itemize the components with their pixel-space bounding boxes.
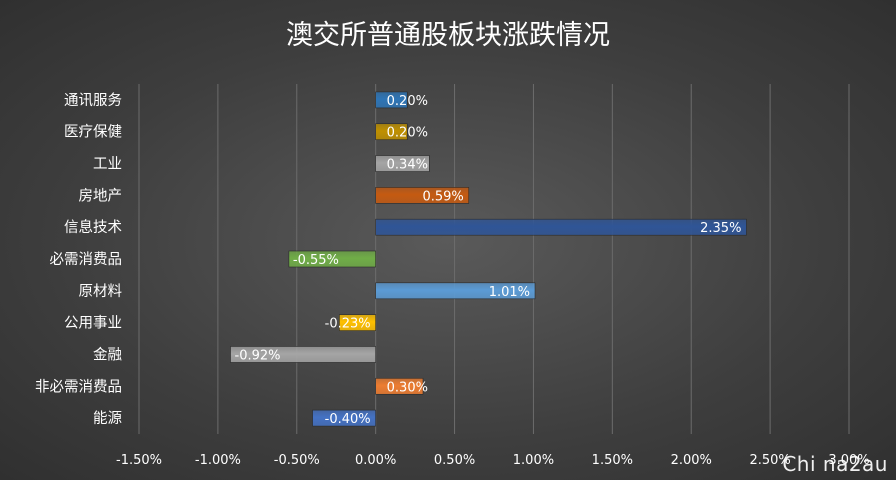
category-label: 必需消费品 (50, 251, 123, 268)
bar (375, 282, 536, 300)
bar (230, 346, 376, 363)
bar (375, 91, 408, 109)
category-label: 能源 (93, 410, 122, 427)
bar (375, 218, 747, 236)
x-tick-label: 1.00% (513, 453, 554, 468)
watermark-text: Chi na2au (782, 452, 888, 476)
bar (375, 155, 430, 172)
data-label: 0.20% (387, 94, 428, 109)
data-label: 2.35% (700, 221, 741, 236)
chart-title: 澳交所普通股板块涨跌情况 (286, 20, 610, 51)
data-label: 0.30% (387, 380, 428, 395)
category-label: 公用事业 (64, 315, 122, 332)
data-label: 0.20% (387, 126, 428, 141)
bar (375, 377, 424, 395)
x-tick-label: -1.00% (195, 453, 241, 468)
category-label: 原材料 (79, 283, 123, 300)
x-tick-label: 3.00% (828, 453, 869, 468)
bar (375, 187, 470, 204)
x-tick-label: 1.50% (592, 453, 633, 468)
category-label: 房地产 (79, 187, 123, 204)
data-label: -0.92% (235, 348, 281, 363)
data-label: 1.01% (489, 285, 530, 300)
category-label: 通讯服务 (64, 92, 122, 109)
category-label: 非必需消费品 (35, 378, 122, 395)
data-labels: 0.20% 0.20% 0.34% 0.59% 2.35% -0.55% 1.01% -0.2… (235, 94, 742, 427)
bar (339, 314, 376, 331)
data-label: 0.59% (422, 189, 463, 204)
x-tick-label: 2.50% (749, 453, 790, 468)
data-label: -0.55% (293, 253, 339, 268)
x-tick-label: -0.50% (274, 453, 320, 468)
bar (375, 123, 408, 141)
category-label: 信息技术 (64, 219, 122, 236)
gridlines (138, 84, 850, 434)
bar (288, 250, 376, 268)
data-label: -0.23% (325, 317, 371, 332)
category-label: 金融 (93, 346, 122, 363)
x-tick-label: 0.00% (355, 453, 396, 468)
bar (312, 409, 376, 427)
x-tick-label: 0.50% (434, 453, 475, 468)
x-tick-label: 2.00% (671, 453, 712, 468)
x-tick-label: -1.50% (116, 453, 162, 468)
category-label: 医疗保健 (64, 124, 122, 141)
data-label: 0.34% (387, 158, 428, 173)
category-label: 工业 (93, 156, 122, 173)
x-tick-labels: -1.50% -1.00% -0.50% 0.00% 0.50% 1.00% 1.50% 2.… (116, 453, 870, 468)
data-label: -0.40% (325, 412, 371, 427)
bars (230, 91, 747, 427)
